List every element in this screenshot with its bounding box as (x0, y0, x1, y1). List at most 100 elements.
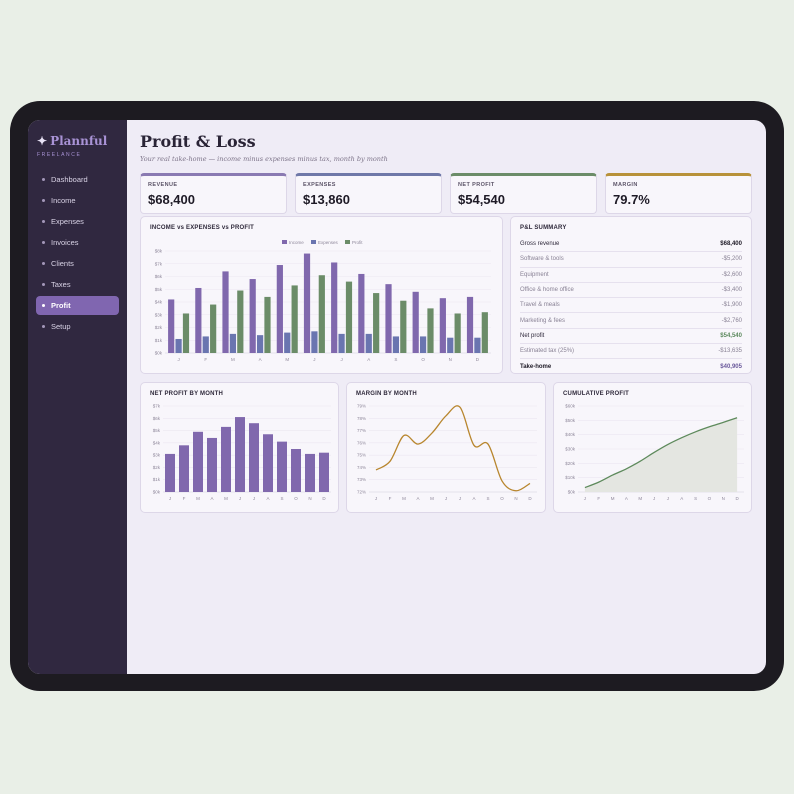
pl-row-amount: $54,540 (720, 332, 742, 339)
pl-row: Travel & meals -$1,900 (520, 298, 742, 314)
bullet-icon (42, 304, 45, 307)
margin-line (375, 405, 531, 492)
kpi-label: MARGIN (613, 182, 638, 188)
pl-row-amount: -$1,900 (721, 302, 742, 309)
bar-net-profit (249, 423, 259, 492)
y-tick-label: $6k (155, 274, 163, 279)
pl-row-label: Office & home office (520, 287, 574, 294)
x-tick-label: J (667, 496, 669, 501)
sidebar-item-setup[interactable]: Setup (36, 317, 119, 336)
kpi-card-net-profit: NET PROFIT $54,540 (450, 173, 597, 214)
bar-profit (237, 290, 244, 353)
y-tick-label: $0k (155, 351, 163, 356)
pl-row-amount: -$3,400 (721, 287, 742, 294)
bar-income (385, 284, 392, 353)
sidebar-item-label: Taxes (51, 280, 71, 289)
x-tick-label: F (597, 496, 600, 501)
y-tick-label: $1k (153, 477, 161, 482)
brand-logo[interactable]: ✦ Plannful (36, 134, 119, 148)
y-tick-label: $0k (153, 490, 161, 495)
x-tick-label: N (722, 496, 725, 501)
pl-row-amount: $40,905 (720, 364, 742, 371)
y-tick-label: $60k (565, 404, 576, 409)
y-tick-label: $40k (565, 432, 576, 437)
bar-expenses (284, 332, 291, 353)
y-tick-label: $20k (565, 461, 576, 466)
x-tick-label: A (367, 357, 370, 362)
y-tick-label: 73% (357, 477, 366, 482)
bar-expenses (365, 333, 372, 353)
bar-profit (345, 281, 353, 353)
brand-tagline: FREELANCE (37, 152, 82, 158)
bar-net-profit (291, 449, 301, 492)
income-expenses-profit-chart-panel: $0k $1k $2k $3k $4k $5k $6k $7k $8k J F M A M J J A S O N D I… (140, 216, 503, 374)
bullet-icon (42, 262, 45, 265)
sidebar-item-dashboard[interactable]: Dashboard (36, 170, 119, 189)
bullet-icon (42, 199, 45, 202)
bar-net-profit (277, 441, 287, 492)
sidebar-item-expenses[interactable]: Expenses (36, 212, 119, 231)
x-tick-label: D (735, 496, 739, 501)
bar-expenses (447, 337, 454, 353)
cumulative-profit-chart: $0k $10k $20k $30k $40k $50k $60k J F M A M J J A S O N D (565, 404, 744, 501)
sidebar-item-label: Invoices (51, 238, 79, 247)
x-tick-label: M (402, 496, 406, 501)
sidebar-item-invoices[interactable]: Invoices (36, 233, 119, 252)
sidebar-item-clients[interactable]: Clients (36, 254, 119, 273)
y-tick-label: $1k (155, 338, 163, 343)
x-tick-label: F (183, 496, 186, 501)
x-tick-label: M (285, 357, 289, 362)
x-tick-label: A (210, 496, 213, 501)
x-tick-label: J (177, 357, 179, 362)
x-tick-label: J (253, 496, 255, 501)
kpi-card-revenue: REVENUE $68,400 (140, 173, 287, 214)
bar-profit (291, 285, 298, 353)
sidebar-item-income[interactable]: Income (36, 191, 119, 210)
sidebar-item-taxes[interactable]: Taxes (36, 275, 119, 294)
legend-swatch (311, 240, 316, 244)
bar-profit (264, 296, 271, 353)
sidebar-item-profit[interactable]: Profit (36, 296, 119, 315)
x-tick-label: A (625, 496, 628, 501)
y-tick-label: $8k (155, 249, 163, 254)
pl-row-label: Estimated tax (25%) (520, 348, 575, 355)
bar-profit (373, 293, 380, 353)
x-tick-label: M (224, 496, 228, 501)
pl-row: Equipment -$2,600 (520, 268, 742, 283)
x-tick-label: O (500, 496, 504, 501)
sidebar-nav: Dashboard Income Expenses Invoices Clients Ta… (36, 170, 119, 336)
sidebar: ✦ Plannful FREELANCE Dashboard Income Expe… (28, 120, 127, 674)
pl-row-amount: -$2,760 (721, 317, 742, 324)
x-tick-label: A (680, 496, 683, 501)
x-tick-label: S (394, 357, 397, 362)
y-tick-label: $5k (153, 428, 161, 433)
income-expenses-profit-chart: $0k $1k $2k $3k $4k $5k $6k $7k $8k J F M A M J J A S O N D I… (155, 240, 491, 362)
y-tick-label: $4k (155, 300, 163, 305)
x-tick-label: A (259, 357, 262, 362)
bar-expenses (419, 336, 427, 353)
pl-row: Gross revenue $68,400 (520, 237, 742, 253)
x-tick-label: J (653, 496, 655, 501)
bar-net-profit (207, 437, 217, 492)
bar-expenses (229, 333, 237, 353)
legend-label: Profit (352, 240, 363, 245)
net-profit-chart-panel: $0k $1k $2k $3k $4k $5k $6k $7k J F M A M J J A S O N D NET… (140, 382, 339, 513)
legend-swatch (345, 240, 350, 244)
pl-summary-panel: P&L SUMMARY Gross revenue $68,400 Software… (510, 216, 752, 374)
kpi-label: EXPENSES (303, 182, 336, 188)
bar-expenses (392, 336, 400, 353)
y-tick-label: 72% (357, 490, 366, 495)
pl-row: Marketing & fees -$2,760 (520, 313, 742, 329)
pl-row: Software & tools -$5,200 (520, 252, 742, 268)
bar-income (222, 271, 229, 353)
bar-expenses (474, 337, 481, 353)
sidebar-item-label: Setup (51, 322, 71, 331)
x-tick-label: N (308, 496, 311, 501)
bar-income (303, 253, 311, 353)
x-tick-label: A (472, 496, 475, 501)
sparkle-icon: ✦ (37, 134, 48, 148)
x-tick-label: A (416, 496, 419, 501)
x-tick-label: O (294, 496, 298, 501)
pl-row-amount: -$13,635 (718, 348, 742, 355)
bar-net-profit (235, 417, 245, 492)
